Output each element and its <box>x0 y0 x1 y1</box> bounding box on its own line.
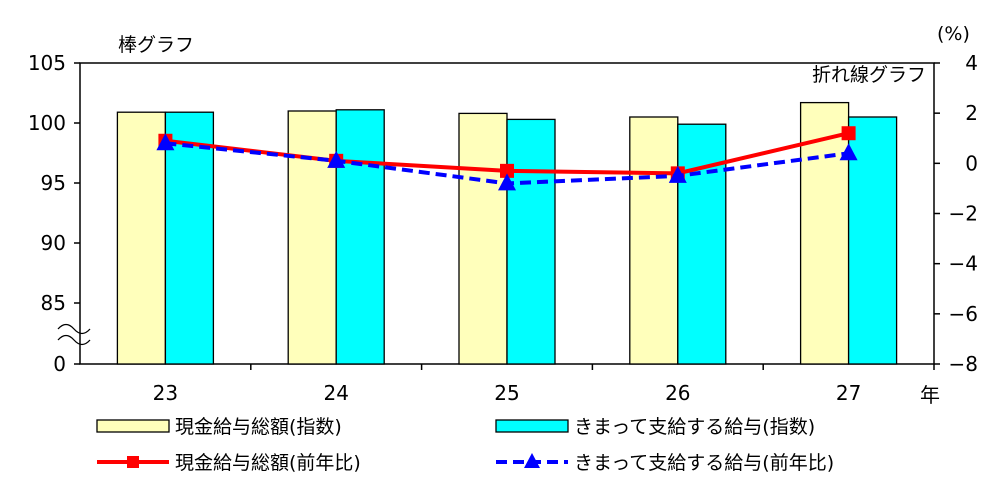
data-point-marker <box>327 150 346 168</box>
x-axis-tick-label: 23 <box>153 381 178 405</box>
left-axis-tick-label: 95 <box>41 171 66 195</box>
bar <box>458 112 508 365</box>
left-axis-tick-label: 105 <box>28 51 66 75</box>
data-point-marker <box>156 133 175 151</box>
legend-marker <box>524 453 540 468</box>
legend-label: 現金給与総額(指数) <box>175 416 342 438</box>
bar <box>677 123 727 365</box>
bar <box>799 101 850 365</box>
left-axis-tick-label: 0 <box>53 352 66 376</box>
right-axis-tick-label: −8 <box>949 352 978 376</box>
right-axis-tick-label: −2 <box>949 202 978 226</box>
data-point-marker <box>500 163 514 178</box>
legend-swatch <box>495 419 569 433</box>
right-axis-tick-label: 0 <box>965 151 978 175</box>
bar <box>287 110 337 365</box>
bar <box>847 116 898 365</box>
data-point-marker <box>839 143 858 161</box>
legend-label: きまって支給する給与(前年比) <box>574 452 834 474</box>
left-axis-tick-label: 90 <box>41 231 66 255</box>
data-point-marker <box>841 126 856 141</box>
x-axis-tick-label: 25 <box>494 381 519 405</box>
legend-marker <box>127 456 139 468</box>
bar <box>335 109 385 365</box>
legend-swatch <box>96 419 170 433</box>
x-axis-tick-label: 26 <box>665 381 690 405</box>
plot-area: 105 100 95 90 85 0 4 2 0 −2 −4 −6 −8 23 24 25 26 27 <box>28 51 978 405</box>
right-axis-tick-label: 4 <box>965 51 978 75</box>
right-axis-unit: (%) <box>937 23 970 45</box>
legend-label: 現金給与総額(前年比) <box>175 452 361 474</box>
data-point-marker <box>668 165 687 183</box>
left-axis-tick-label: 100 <box>28 111 66 135</box>
legend: 現金給与総額(指数) きまって支給する給与(指数) 現金給与総額(前年比) きまって支… <box>96 416 834 474</box>
left-axis-label: 棒グラフ <box>118 34 194 56</box>
legend-label: きまって支給する給与(指数) <box>574 416 815 438</box>
right-axis-tick-label: 2 <box>965 101 978 125</box>
data-point-marker <box>498 173 516 191</box>
x-axis-tick-label: 24 <box>323 381 348 405</box>
right-axis-tick-label: −6 <box>949 302 978 326</box>
right-axis-label: 折れ線グラフ <box>812 64 926 86</box>
axis-break-mark-upper <box>57 323 91 335</box>
bar <box>506 118 556 365</box>
right-axis-tick-label: −4 <box>949 252 978 276</box>
bar <box>629 116 679 365</box>
x-axis-unit: 年 <box>920 383 940 407</box>
bar <box>164 111 215 365</box>
axis-break-mark-lower <box>57 334 91 346</box>
left-axis-tick-label: 85 <box>41 291 66 315</box>
x-axis-tick-label: 27 <box>836 381 861 405</box>
